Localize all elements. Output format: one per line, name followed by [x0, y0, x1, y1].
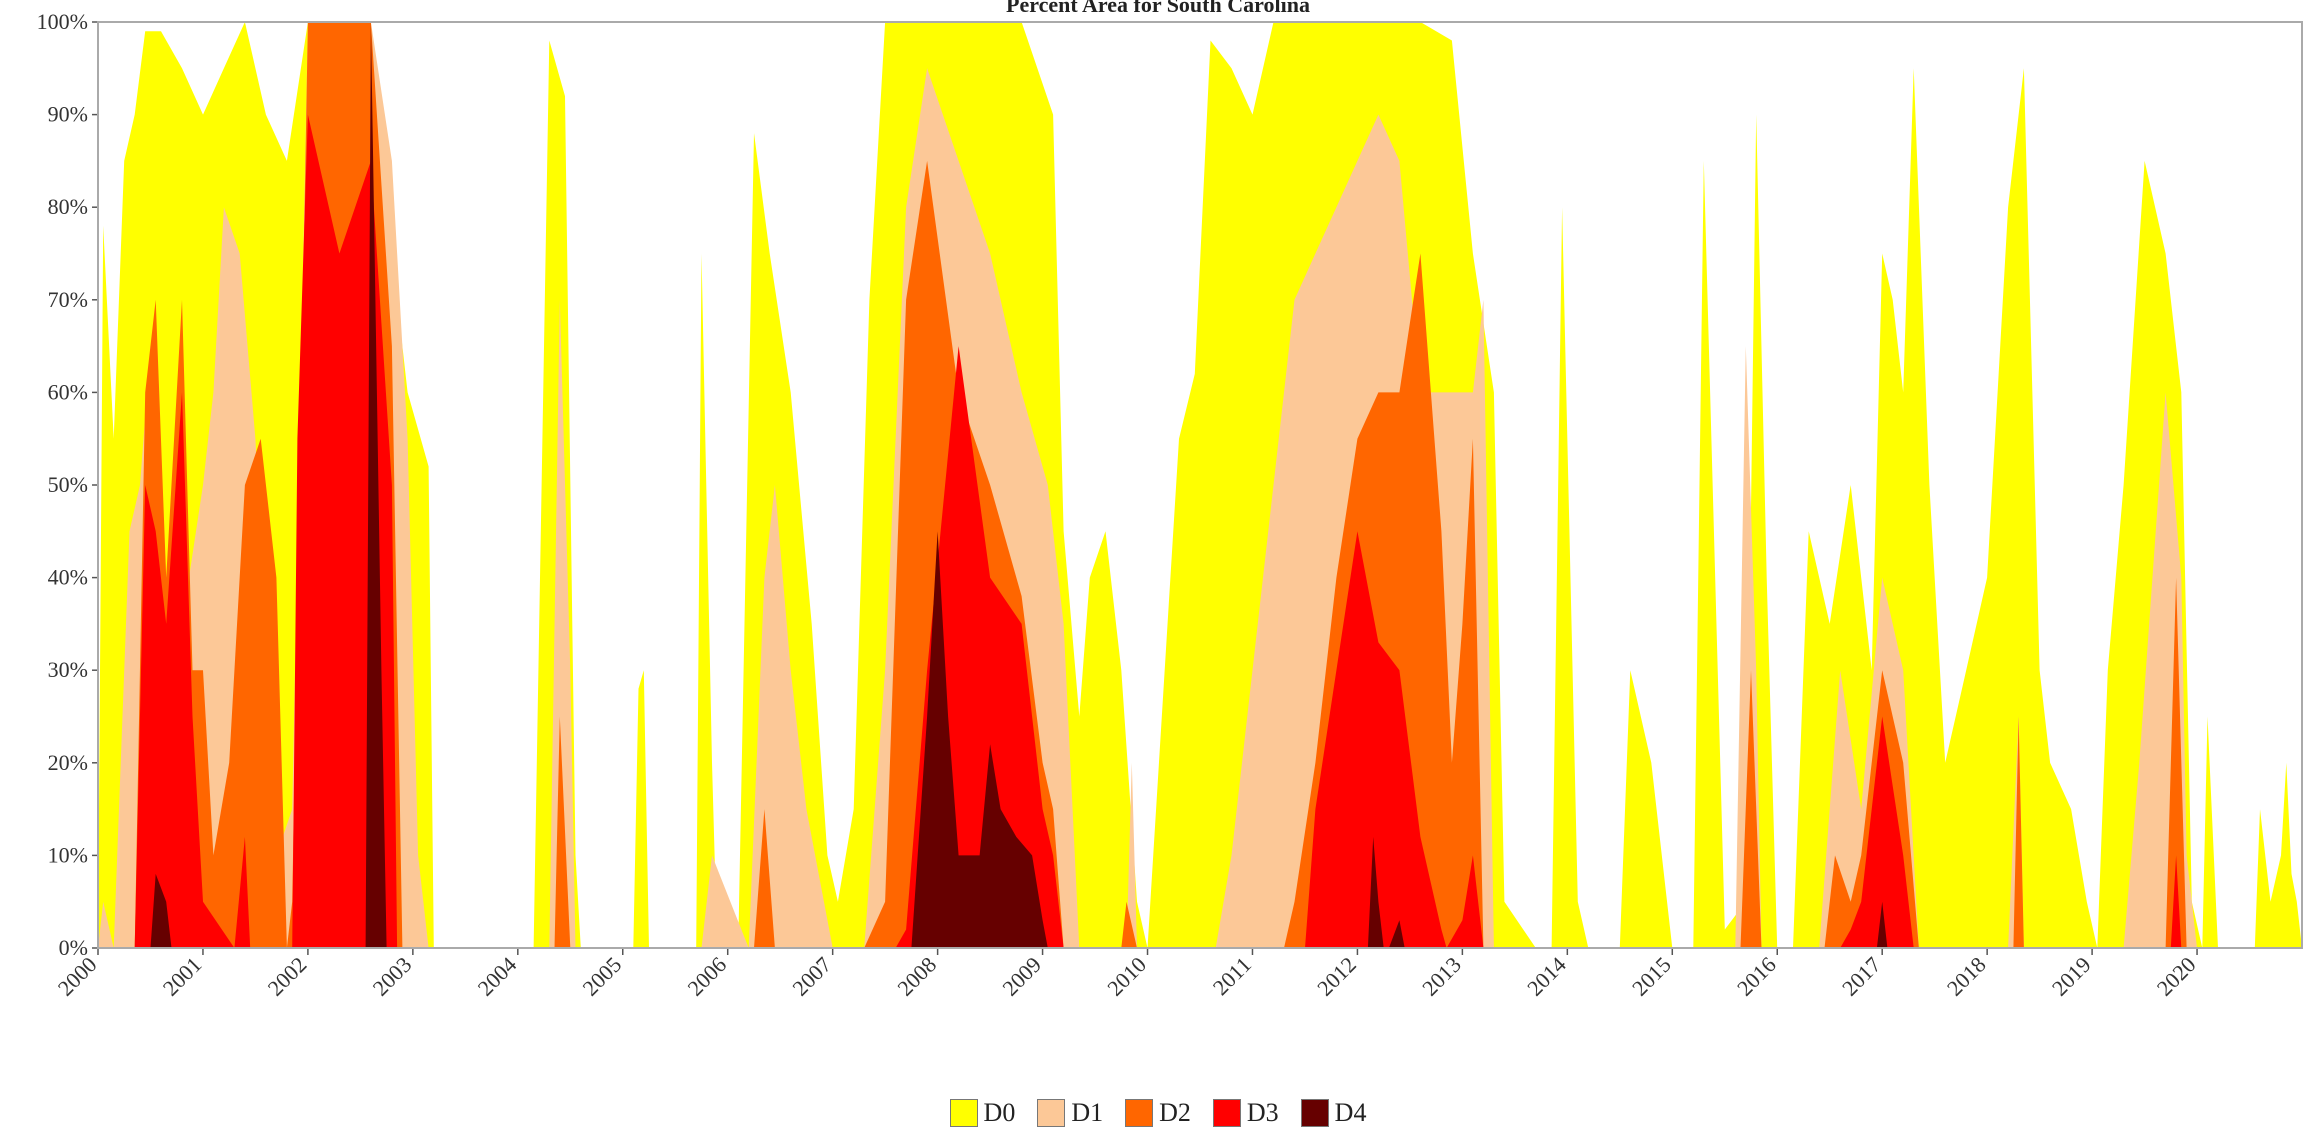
x-tick-label: 2007 — [787, 952, 836, 1001]
legend-label: D1 — [1071, 1098, 1104, 1127]
x-tick-label: 2004 — [473, 952, 522, 1001]
x-axis: 2000 2001 2002 2003 2004 2005 2006 2007 2008 2009… — [53, 948, 2201, 1001]
x-tick-label: 2020 — [2152, 952, 2201, 1001]
x-tick-label: 2005 — [578, 952, 627, 1001]
y-axis: 0% 10% 20% 30% 40% 50% 60% 70% 80% 90% 100% — [37, 9, 98, 960]
legend-item-d3: D3 — [1212, 1098, 1279, 1128]
y-tick-label: 20% — [48, 750, 88, 775]
chart-svg: Percent Area for South Carolina 0% 10% 20%… — [37, 0, 2303, 1001]
plot-frame — [97, 21, 2303, 949]
legend-item-d2: D2 — [1125, 1098, 1191, 1128]
y-tick-label: 80% — [48, 194, 88, 219]
x-tick-label: 2015 — [1627, 952, 1676, 1001]
y-tick-label: 10% — [48, 842, 88, 867]
x-tick-label: 2019 — [2047, 952, 2096, 1001]
x-tick-label: 2013 — [1417, 952, 1466, 1001]
x-tick-label: 2003 — [368, 952, 417, 1001]
areas-layer — [98, 22, 2302, 949]
x-tick-label: 2014 — [1522, 952, 1571, 1001]
x-tick-label: 2011 — [1208, 952, 1256, 1000]
x-tick-label: 2017 — [1837, 952, 1886, 1001]
x-tick-label: 2010 — [1102, 952, 1151, 1001]
legend-swatch — [1300, 1099, 1329, 1127]
legend-item-d0: D0 — [949, 1098, 1016, 1128]
x-tick-label: 2012 — [1312, 952, 1361, 1001]
x-tick-label: 2002 — [263, 952, 312, 1001]
legend-swatch — [1125, 1099, 1154, 1127]
legend-label: D4 — [1334, 1098, 1367, 1127]
legend-label: D3 — [1246, 1098, 1279, 1127]
y-tick-label: 50% — [48, 472, 88, 497]
legend-swatch — [1212, 1099, 1241, 1127]
legend-item-d4: D4 — [1300, 1098, 1367, 1128]
legend-label: D2 — [1159, 1098, 1191, 1127]
y-tick-label: 90% — [48, 102, 88, 127]
x-tick-label: 2006 — [682, 952, 731, 1001]
legend-item-d1: D1 — [1037, 1098, 1103, 1128]
legend-label: D0 — [983, 1098, 1016, 1127]
y-tick-label: 0% — [59, 935, 88, 960]
x-tick-label: 2008 — [892, 952, 941, 1001]
x-tick-label: 2016 — [1732, 952, 1781, 1001]
y-tick-label: 60% — [48, 379, 88, 404]
y-tick-label: 70% — [48, 287, 88, 312]
x-tick-label: 2009 — [997, 952, 1046, 1001]
series-area-d3 — [98, 114, 2182, 949]
series-area-d4 — [98, 22, 1888, 948]
legend-swatch — [949, 1099, 978, 1127]
series-area-d0 — [98, 22, 2302, 948]
y-tick-label: 100% — [37, 9, 88, 34]
legend-swatch — [1037, 1099, 1066, 1127]
x-tick-label: 2018 — [1942, 952, 1991, 1001]
x-tick-label: 2001 — [158, 952, 207, 1001]
y-tick-label: 40% — [48, 565, 88, 590]
chart-title: Percent Area for South Carolina — [1006, 0, 1310, 17]
legend: D0 D1 D2 D3 D4 — [0, 1095, 2316, 1131]
y-tick-label: 30% — [48, 657, 88, 682]
